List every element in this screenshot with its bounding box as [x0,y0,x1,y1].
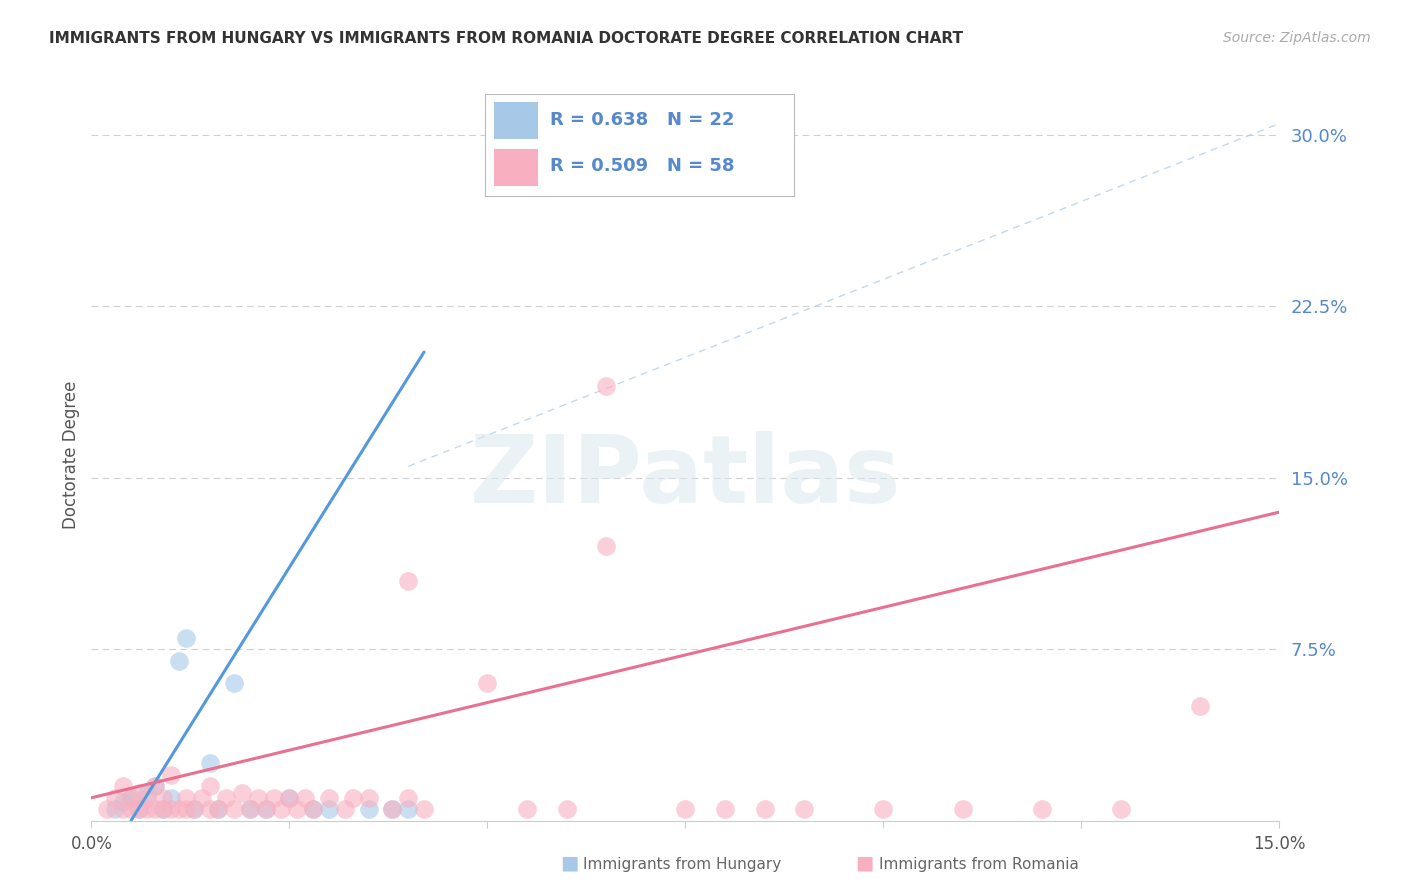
Point [104,790,127,805]
FancyBboxPatch shape [495,149,537,186]
Point [254,802,277,816]
Text: ZIPatlas: ZIPatlas [470,431,901,523]
Point [318,790,340,805]
Text: Source: ZipAtlas.com: Source: ZipAtlas.com [1223,31,1371,45]
Text: ■: ■ [560,854,579,872]
Point [222,802,245,816]
Point [595,539,617,553]
Point [714,802,737,816]
Point [294,790,316,805]
Text: R = 0.509   N = 58: R = 0.509 N = 58 [550,157,734,175]
Point [270,802,292,816]
Point [183,802,205,816]
Point [872,802,894,816]
Point [396,802,419,816]
Point [318,802,340,816]
Point [381,802,404,816]
Point [112,796,135,810]
Point [191,790,214,805]
Point [135,802,157,816]
Text: Immigrants from Romania: Immigrants from Romania [879,857,1078,872]
Point [477,676,499,690]
Point [381,802,404,816]
Point [96,802,118,816]
Point [396,790,419,805]
Text: Immigrants from Hungary: Immigrants from Hungary [583,857,782,872]
Point [263,790,285,805]
Point [207,802,229,816]
Point [167,802,190,816]
Point [754,802,776,816]
Point [342,790,364,805]
Point [239,802,262,816]
Point [333,802,356,816]
Point [246,790,269,805]
Point [159,790,181,805]
Point [278,790,301,805]
Point [278,790,301,805]
Point [1031,802,1053,816]
Point [176,802,198,816]
Point [952,802,974,816]
Point [135,790,157,805]
Point [793,802,815,816]
Point [200,802,222,816]
Point [595,379,617,393]
Point [104,802,127,816]
Point [128,786,150,800]
Point [152,790,174,805]
Point [120,790,142,805]
Point [1109,802,1132,816]
Point [120,802,142,816]
Point [207,802,229,816]
Point [396,574,419,588]
Point [143,780,166,794]
Point [143,802,166,816]
Point [215,790,238,805]
FancyBboxPatch shape [495,102,537,139]
Point [176,631,198,645]
Point [152,802,174,816]
Point [357,790,380,805]
Point [200,780,222,794]
Point [159,768,181,782]
Point [302,802,325,816]
Point [555,802,578,816]
Text: R = 0.638   N = 22: R = 0.638 N = 22 [550,111,734,128]
Point [120,790,142,805]
Point [176,790,198,805]
Point [1189,699,1212,714]
Point [673,802,696,816]
Point [285,802,308,816]
Point [302,802,325,816]
Point [231,786,253,800]
Text: ■: ■ [855,854,875,872]
Point [112,802,135,816]
Point [222,676,245,690]
Point [112,780,135,794]
Y-axis label: Doctorate Degree: Doctorate Degree [62,381,80,529]
Point [200,756,222,771]
Point [135,786,157,800]
Point [159,802,181,816]
Point [143,780,166,794]
Point [413,802,436,816]
Point [239,802,262,816]
Point [254,802,277,816]
Point [183,802,205,816]
Point [152,802,174,816]
Point [128,802,150,816]
Text: IMMIGRANTS FROM HUNGARY VS IMMIGRANTS FROM ROMANIA DOCTORATE DEGREE CORRELATION : IMMIGRANTS FROM HUNGARY VS IMMIGRANTS FR… [49,31,963,46]
Point [167,654,190,668]
Point [357,802,380,816]
Point [516,802,538,816]
Point [128,802,150,816]
